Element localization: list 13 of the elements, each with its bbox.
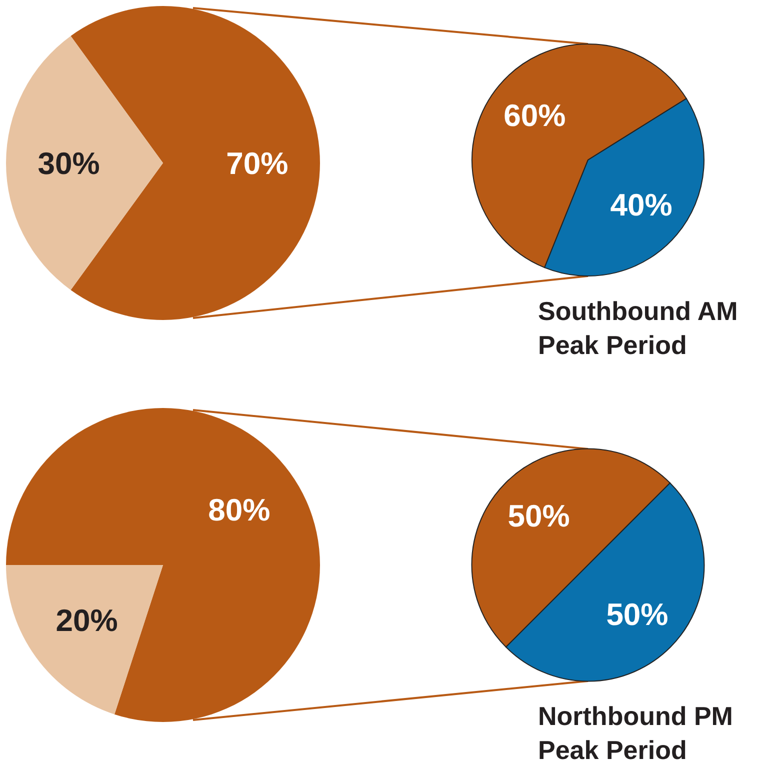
pie-slice (6, 36, 163, 290)
data-label: 30% (38, 146, 100, 181)
pie-slice (6, 408, 320, 722)
data-label: 50% (606, 597, 668, 632)
text: Southbound AM Peak Period (538, 296, 738, 360)
data-label: 20% (56, 603, 118, 638)
data-label: 50% (508, 498, 570, 534)
data-label: 70% (226, 146, 288, 181)
data-label: 80% (208, 492, 270, 528)
pie-slice (6, 565, 163, 714)
data-label: 40% (610, 188, 672, 223)
data-label: 60% (504, 98, 566, 134)
text: Northbound PM Peak Period (538, 701, 733, 765)
